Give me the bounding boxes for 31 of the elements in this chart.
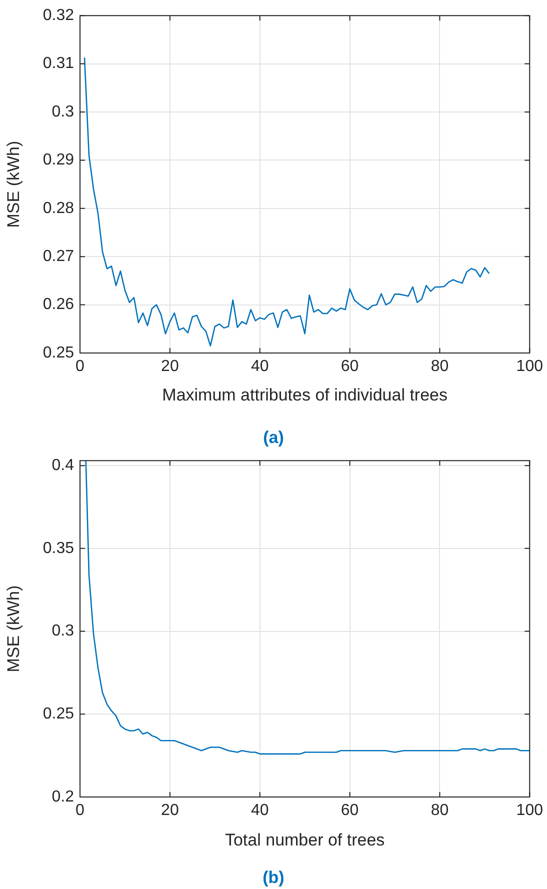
- x-tick-label: 20: [161, 802, 179, 820]
- y-tick-label: 0.3: [52, 622, 74, 640]
- y-tick-label: 0.4: [52, 456, 74, 474]
- x-tick-label: 100: [516, 802, 544, 820]
- y-axis-title: MSE (kWh): [4, 585, 23, 672]
- x-tick-label: 60: [340, 802, 359, 820]
- x-axis-title: Total number of trees: [224, 830, 385, 850]
- x-tick-label: 100: [516, 358, 544, 376]
- y-tick-label: 0.35: [42, 540, 74, 557]
- y-tick-label: 0.31: [42, 55, 74, 72]
- y-tick-label: 0.32: [42, 7, 74, 24]
- text: (a): [262, 428, 285, 448]
- y-tick-label: 0.28: [42, 200, 74, 217]
- y-tick-label: 0.25: [42, 344, 74, 362]
- x-tick-label: 60: [340, 358, 359, 376]
- x-tick-label: 0: [76, 358, 85, 376]
- y-tick-label: 0.2: [52, 788, 74, 806]
- y-tick-label: 0.27: [42, 248, 74, 266]
- x-tick-label: 40: [250, 802, 269, 820]
- x-tick-label: 20: [161, 358, 179, 376]
- x-tick-label: 0: [76, 802, 85, 820]
- y-tick-label: 0.26: [42, 296, 74, 314]
- x-tick-label: 80: [430, 358, 449, 376]
- text: (b): [262, 868, 286, 888]
- x-tick-label: 80: [430, 802, 449, 820]
- x-axis-title: Maximum attributes of individual trees: [162, 385, 448, 404]
- y-tick-label: 0.3: [52, 103, 74, 120]
- x-tick-label: 40: [250, 358, 269, 376]
- y-axis-title: MSE (kWh): [4, 140, 23, 228]
- y-tick-label: 0.25: [42, 706, 74, 723]
- y-tick-label: 0.29: [42, 152, 74, 169]
